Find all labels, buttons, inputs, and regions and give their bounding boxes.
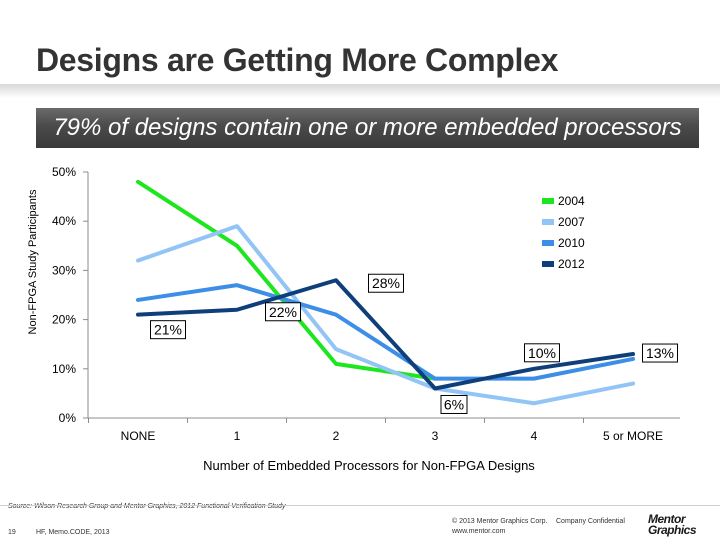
legend: 2004 2007 2010 2012 [542,194,585,271]
x-tick-label: NONE [121,429,156,443]
footer-divider [0,505,720,506]
x-tick-label: 1 [234,429,241,443]
source-note: Source: Wilson Research Group and Mentor… [8,503,286,510]
y-tick-label: 10% [52,362,76,376]
logo-line-1: Mentor [648,512,686,526]
axes-layer: 0% 10% 20% 30% 40% 50% NONE 1 2 3 4 5 or MORE [52,165,680,443]
annotations-layer: 21% 22% 28% 6% 10% 13% [150,273,678,414]
confidentiality-note: Company Confidential [556,518,625,525]
data-label: 28% [372,275,400,291]
page-number: 19 [8,529,16,536]
data-label: 6% [444,396,464,412]
data-label-box [642,343,678,363]
y-axis-label: Non-FPGA Study Participants [27,189,39,334]
mentor-graphics-logo: Mentor Graphics [648,512,712,538]
y-tick-label: 0% [59,411,77,425]
logo-line-2: Graphics [648,523,697,537]
copyright: © 2013 Mentor Graphics Corp. [452,518,548,525]
legend-label-2004: 2004 [558,194,585,208]
y-tick-label: 30% [52,263,76,277]
series-line-2012 [136,278,635,391]
x-tick-label: 2 [333,429,340,443]
series-line-2007 [136,224,635,406]
y-tick-label: 40% [52,214,76,228]
x-tick-label: 4 [531,429,538,443]
data-label-box [440,394,468,414]
data-label: 10% [528,345,556,361]
series-line-2010 [136,283,635,381]
x-axis-label: Number of Embedded Processors for Non-FP… [203,458,535,473]
data-label-box [265,302,301,322]
data-label-box [368,273,404,293]
legend-label-2010: 2010 [558,236,585,250]
headline-banner: 79% of designs contain one or more embed… [36,108,699,148]
title-divider [0,84,720,98]
data-label: 22% [269,304,297,320]
data-label-box [524,343,560,363]
data-label-box [150,320,186,340]
legend-label-2007: 2007 [558,215,585,229]
slide-title: Designs are Getting More Complex [36,42,559,78]
y-tick-label: 20% [52,313,76,327]
event-name: HF, Memo.CODE, 2013 [36,529,110,536]
x-tick-label: 3 [432,429,439,443]
x-tick-label: 5 or MORE [603,429,663,443]
data-label: 13% [646,345,674,361]
y-tick-label: 50% [52,165,76,179]
data-label: 21% [154,322,182,338]
website-link[interactable]: www.mentor.com [452,528,506,535]
legend-label-2012: 2012 [558,257,585,271]
